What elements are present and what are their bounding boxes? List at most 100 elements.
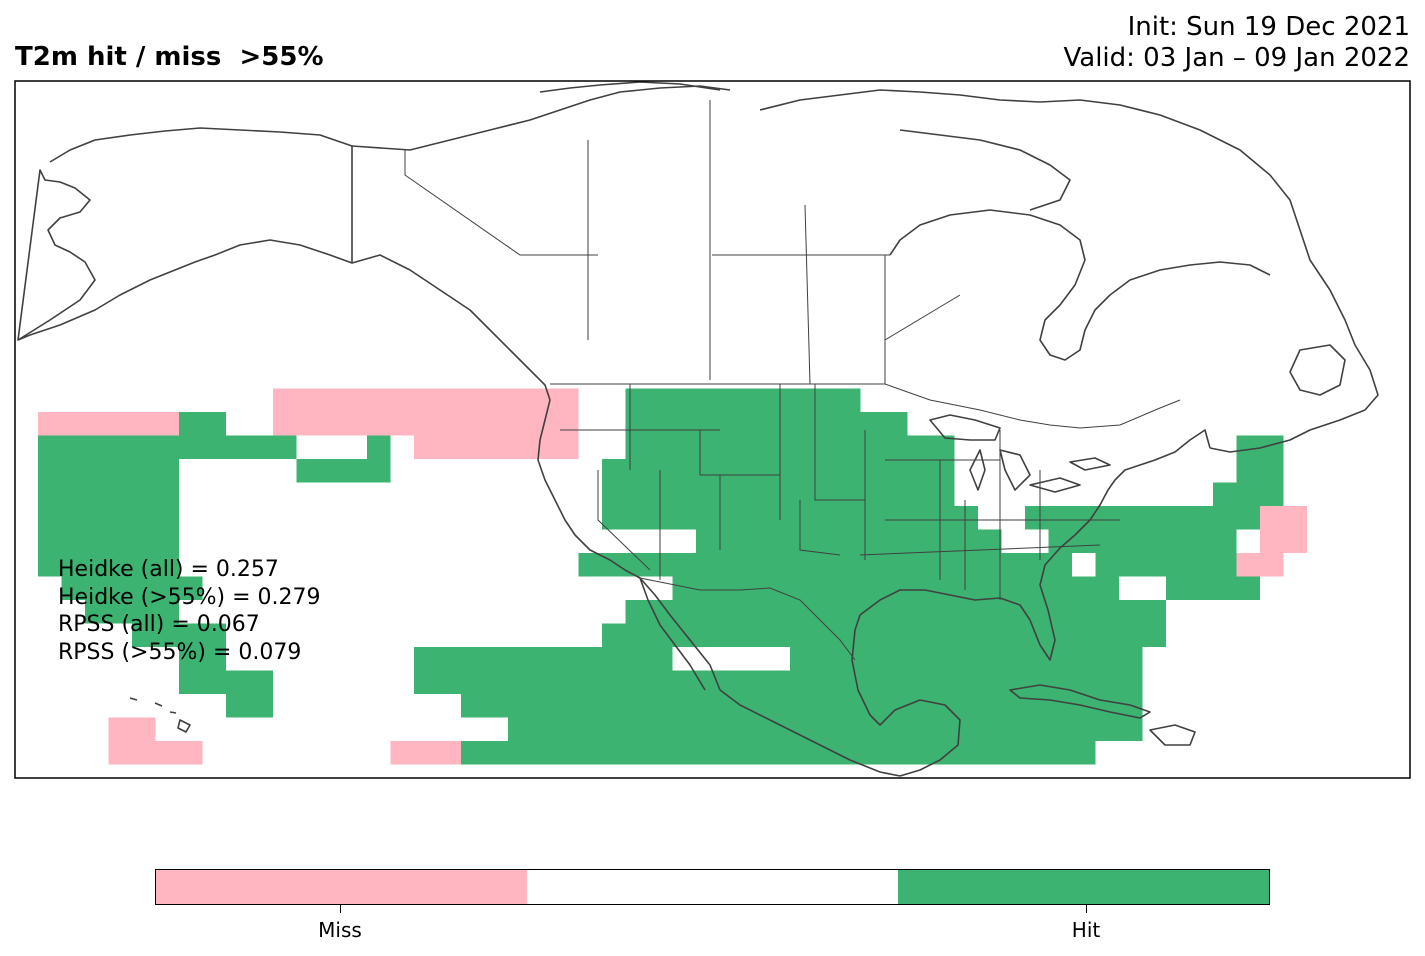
grid-cell-miss (1283, 506, 1307, 530)
grid-cell-miss (437, 741, 461, 765)
grid-cell-hit (672, 741, 696, 765)
grid-cell-hit (907, 459, 931, 483)
grid-cell-hit (649, 506, 673, 530)
grid-cell-hit (907, 435, 931, 459)
grid-cell-hit (954, 506, 978, 530)
grid-cell-miss (484, 388, 508, 412)
grid-cell-hit (743, 388, 767, 412)
grid-cell-hit (719, 435, 743, 459)
grid-cell-hit (1025, 647, 1049, 671)
grid-cell-hit (226, 435, 250, 459)
grid-cell-hit (1142, 506, 1166, 530)
grid-cell-hit (907, 576, 931, 600)
grid-cell-hit (672, 506, 696, 530)
grid-cell-miss (1283, 529, 1307, 553)
grid-cell-hit (766, 482, 790, 506)
grid-cell-hit (837, 388, 861, 412)
colorbar-hit-segment (898, 870, 1269, 904)
grid-cell-hit (907, 506, 931, 530)
grid-cell-hit (367, 435, 391, 459)
colorbar-tick-miss (340, 905, 341, 913)
grid-cell-hit (602, 482, 626, 506)
grid-cell-hit (719, 717, 743, 741)
grid-cell-miss (273, 412, 297, 436)
grid-cell-hit (719, 388, 743, 412)
grid-cell-miss (132, 741, 156, 765)
grid-cell-hit (790, 529, 814, 553)
grid-cell-miss (390, 388, 414, 412)
grid-cell-hit (555, 741, 579, 765)
grid-cell-hit (1072, 741, 1096, 765)
coastlines (17, 81, 1379, 777)
grid-cell-hit (179, 647, 203, 671)
grid-cell-hit (649, 482, 673, 506)
grid-cell-hit (108, 600, 132, 624)
grid-cell-hit (108, 482, 132, 506)
grid-cell-hit (766, 623, 790, 647)
grid-cell-hit (766, 670, 790, 694)
grid-cell-hit (38, 482, 62, 506)
grid-cell-hit (61, 506, 85, 530)
grid-cell-hit (907, 623, 931, 647)
grid-cell-hit (813, 717, 837, 741)
grid-cell-miss (367, 388, 391, 412)
grid-cell-hit (1236, 482, 1260, 506)
grid-cell-hit (719, 482, 743, 506)
grid-cell-hit (719, 553, 743, 577)
grid-cell-hit (578, 717, 602, 741)
grid-cell-miss (1260, 506, 1284, 530)
grid-cell-hit (907, 670, 931, 694)
grid-cell-hit (202, 647, 226, 671)
grid-cell-hit (649, 459, 673, 483)
coastline-gulf (859, 429, 1211, 661)
grid-cell-hit (813, 670, 837, 694)
grid-cell-hit (931, 694, 955, 718)
grid-cell-hit (766, 600, 790, 624)
grid-cell-hit (813, 459, 837, 483)
grid-cell-hit (813, 412, 837, 436)
grid-cell-hit (108, 553, 132, 577)
grid-cell-hit (414, 670, 438, 694)
grid-cell-hit (931, 600, 955, 624)
grid-cell-hit (884, 553, 908, 577)
map-dates: Init: Sun 19 Dec 2021 Valid: 03 Jan – 09… (1064, 12, 1411, 74)
grid-cell-hit (132, 553, 156, 577)
colorbar-neutral-segment (527, 870, 898, 904)
grid-cell-miss (1236, 553, 1260, 577)
grid-cell-hit (625, 670, 649, 694)
grid-cell-hit (578, 647, 602, 671)
grid-cell-hit (296, 459, 320, 483)
grid-cell-hit (837, 694, 861, 718)
grid-cell-hit (461, 741, 485, 765)
grid-cell-hit (179, 670, 203, 694)
grid-cell-hit (1072, 717, 1096, 741)
grid-cell-hit (672, 694, 696, 718)
grid-cell-hit (813, 506, 837, 530)
grid-cell-hit (61, 435, 85, 459)
grid-cell-hit (931, 741, 955, 765)
grid-cell-miss (179, 741, 203, 765)
coastline-labrador (1209, 174, 1379, 453)
grid-cell-hit (155, 529, 179, 553)
grid-cell-miss (155, 741, 179, 765)
grid-cell-hit (813, 553, 837, 577)
grid-cell-hit (108, 576, 132, 600)
grid-cell-hit (907, 529, 931, 553)
grid-cell-hit (625, 694, 649, 718)
grid-cell-hit (837, 647, 861, 671)
grid-cell-hit (602, 741, 626, 765)
grid-cell-hit (766, 435, 790, 459)
grid-cell-hit (696, 623, 720, 647)
grid-cell-miss (437, 435, 461, 459)
grid-cell-hit (860, 717, 884, 741)
grid-cell-hit (1095, 623, 1119, 647)
grid-cell-hit (555, 694, 579, 718)
coastline-hispaniola (1149, 724, 1196, 746)
skill-scores: Heidke (all) = 0.257 Heidke (>55%) = 0.2… (58, 556, 321, 666)
grid-cell-hit (837, 553, 861, 577)
grid-cell-hit (1142, 529, 1166, 553)
grid-cell-miss (414, 388, 438, 412)
grid-cell-hit (179, 623, 203, 647)
grid-cell-hit (743, 553, 767, 577)
grid-cell-hit (602, 623, 626, 647)
